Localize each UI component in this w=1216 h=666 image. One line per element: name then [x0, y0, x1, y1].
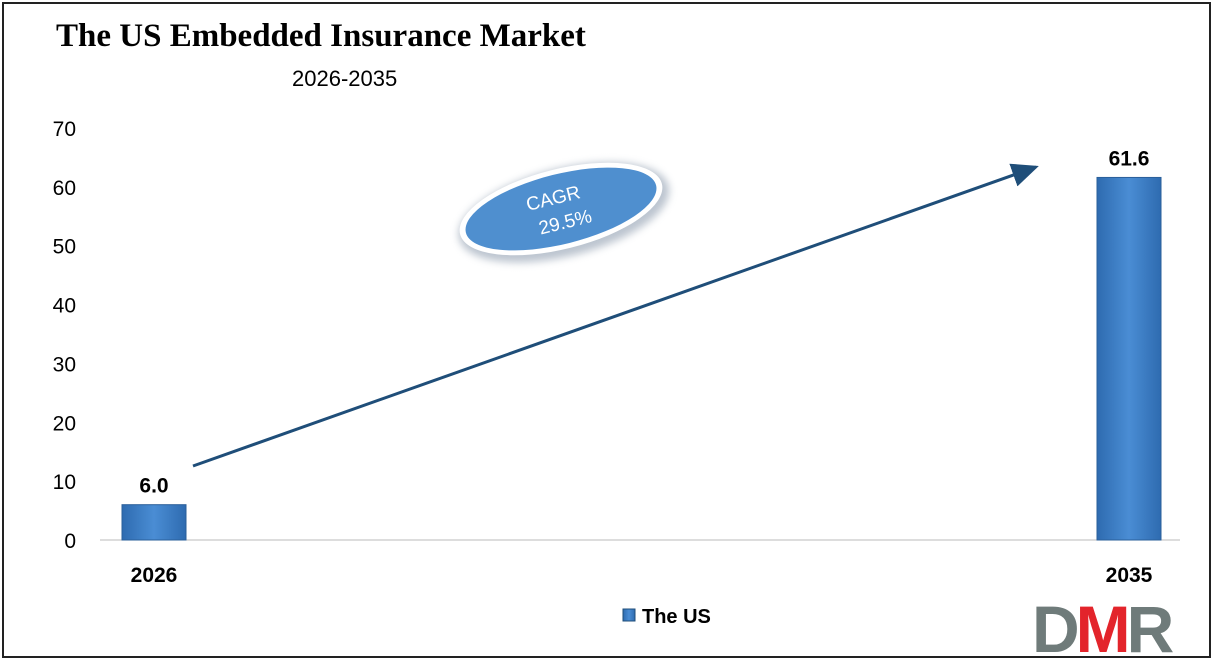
chart-subtitle: 2026-2035 [292, 66, 398, 91]
y-tick-label: 0 [64, 530, 76, 553]
logo-r: R [1126, 592, 1175, 666]
bar-2026 [121, 504, 187, 541]
data-label: 61.6 [1109, 147, 1150, 170]
y-tick-label: 70 [53, 118, 76, 141]
bar-2035 [1096, 176, 1162, 541]
y-tick-label: 50 [53, 236, 76, 259]
chart-title: The US Embedded Insurance Market [56, 18, 586, 54]
y-tick-label: 20 [53, 412, 76, 435]
x-tick-label: 2035 [1106, 564, 1153, 587]
logo-d: D [1032, 592, 1080, 666]
logo-m: M [1075, 592, 1131, 666]
trend-arrow [192, 163, 1039, 468]
x-tick-label: 2026 [131, 564, 178, 587]
y-tick-label: 40 [53, 295, 76, 318]
y-tick-label: 30 [53, 353, 76, 376]
chart-frame [2, 2, 1211, 658]
cagr-badge: CAGR 29.5% [458, 162, 670, 263]
legend-swatch [622, 608, 636, 622]
dmr-logo: DMR [1032, 596, 1174, 662]
legend-label: The US [642, 606, 711, 628]
data-label: 6.0 [139, 475, 168, 498]
y-tick-label: 60 [53, 177, 76, 200]
y-tick-label: 10 [53, 471, 76, 494]
legend: The US [622, 606, 711, 628]
